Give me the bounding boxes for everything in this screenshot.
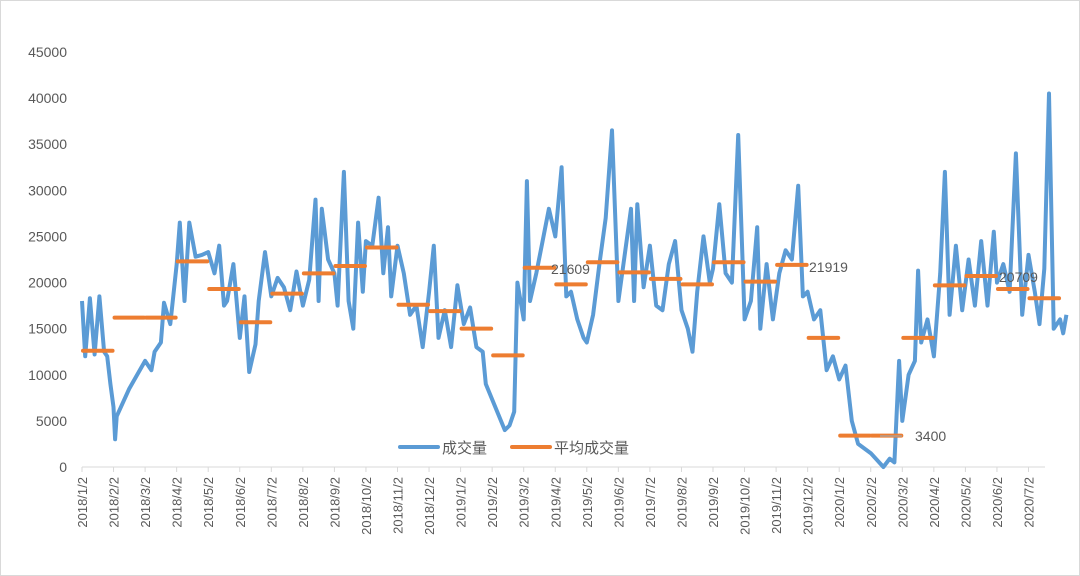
x-tick-label: 2018/5/2 bbox=[201, 477, 216, 528]
x-tick-label: 2019/10/2 bbox=[738, 477, 753, 535]
legend-item-average-volume[interactable]: 平均成交量 bbox=[510, 439, 629, 457]
data-label-3400: 3400 bbox=[880, 428, 946, 444]
x-tick-label: 2020/5/2 bbox=[958, 477, 973, 528]
x-tick-label: 2019/5/2 bbox=[580, 477, 595, 528]
x-tick-label: 2018/4/2 bbox=[170, 477, 185, 528]
svg-text:20709: 20709 bbox=[999, 269, 1038, 285]
x-tick-label: 2018/7/2 bbox=[264, 477, 279, 528]
x-tick-label: 2020/3/2 bbox=[895, 477, 910, 528]
y-tick-label: 45000 bbox=[28, 44, 67, 60]
x-tick-label: 2018/2/2 bbox=[107, 477, 122, 528]
x-tick-label: 2020/4/2 bbox=[927, 477, 942, 528]
x-tick-label: 2020/2/2 bbox=[864, 477, 879, 528]
y-tick-label: 10000 bbox=[28, 367, 67, 383]
y-axis: 0 5000 10000 15000 20000 25000 30000 35000 40000… bbox=[28, 44, 67, 475]
legend-label-average: 平均成交量 bbox=[554, 439, 629, 457]
x-tick-label: 2019/11/2 bbox=[769, 477, 784, 534]
x-tick-label: 2018/12/2 bbox=[422, 477, 437, 535]
x-tick-label: 2018/1/2 bbox=[75, 477, 90, 528]
x-tick-label: 2020/6/2 bbox=[990, 477, 1005, 528]
y-tick-label: 5000 bbox=[36, 413, 67, 429]
x-tick-label: 2020/7/2 bbox=[1022, 477, 1037, 528]
x-tick-label: 2018/11/2 bbox=[391, 477, 406, 534]
y-tick-label: 20000 bbox=[28, 275, 67, 291]
series-volume-line bbox=[80, 91, 1069, 469]
x-tick-label: 2019/12/2 bbox=[801, 477, 816, 535]
y-tick-label: 35000 bbox=[28, 136, 67, 152]
x-tick-label: 2018/8/2 bbox=[296, 477, 311, 528]
x-tick-label: 2019/7/2 bbox=[643, 477, 658, 528]
legend-item-volume[interactable]: 成交量 bbox=[398, 439, 487, 457]
series-average-volume-overlay bbox=[81, 245, 1062, 438]
svg-text:3400: 3400 bbox=[915, 428, 946, 444]
x-tick-label: 2019/8/2 bbox=[674, 477, 689, 528]
x-tick-label: 2019/9/2 bbox=[706, 477, 721, 528]
x-tick-label: 2019/3/2 bbox=[517, 477, 532, 528]
legend: 成交量 平均成交量 bbox=[398, 439, 629, 457]
x-tick-label: 2018/3/2 bbox=[138, 477, 153, 528]
y-tick-label: 30000 bbox=[28, 182, 67, 198]
data-label-21609: 21609 bbox=[551, 261, 590, 277]
svg-text:21919: 21919 bbox=[809, 259, 848, 275]
x-tick-label: 2019/6/2 bbox=[611, 477, 626, 528]
y-tick-label: 15000 bbox=[28, 321, 67, 337]
y-tick-label: 25000 bbox=[28, 228, 67, 244]
data-label-20709: 20709 bbox=[999, 269, 1038, 285]
x-tick-label: 2018/9/2 bbox=[327, 477, 342, 528]
x-tick-label: 2019/2/2 bbox=[485, 477, 500, 528]
x-tick-label: 2018/10/2 bbox=[359, 477, 374, 535]
x-tick-label: 2018/6/2 bbox=[233, 477, 248, 528]
x-tick-label: 2020/1/2 bbox=[832, 477, 847, 528]
legend-label-volume: 成交量 bbox=[442, 439, 487, 457]
y-tick-label: 40000 bbox=[28, 90, 67, 106]
svg-text:21609: 21609 bbox=[551, 261, 590, 277]
x-axis: 2018/1/2 2018/2/2 2018/3/2 2018/4/2 2018/5/2… bbox=[75, 466, 1045, 535]
data-label-21919: 21919 bbox=[809, 259, 848, 275]
x-tick-label: 2019/4/2 bbox=[548, 477, 563, 528]
x-tick-label: 2019/1/2 bbox=[454, 477, 469, 528]
y-tick-label: 0 bbox=[59, 459, 67, 475]
